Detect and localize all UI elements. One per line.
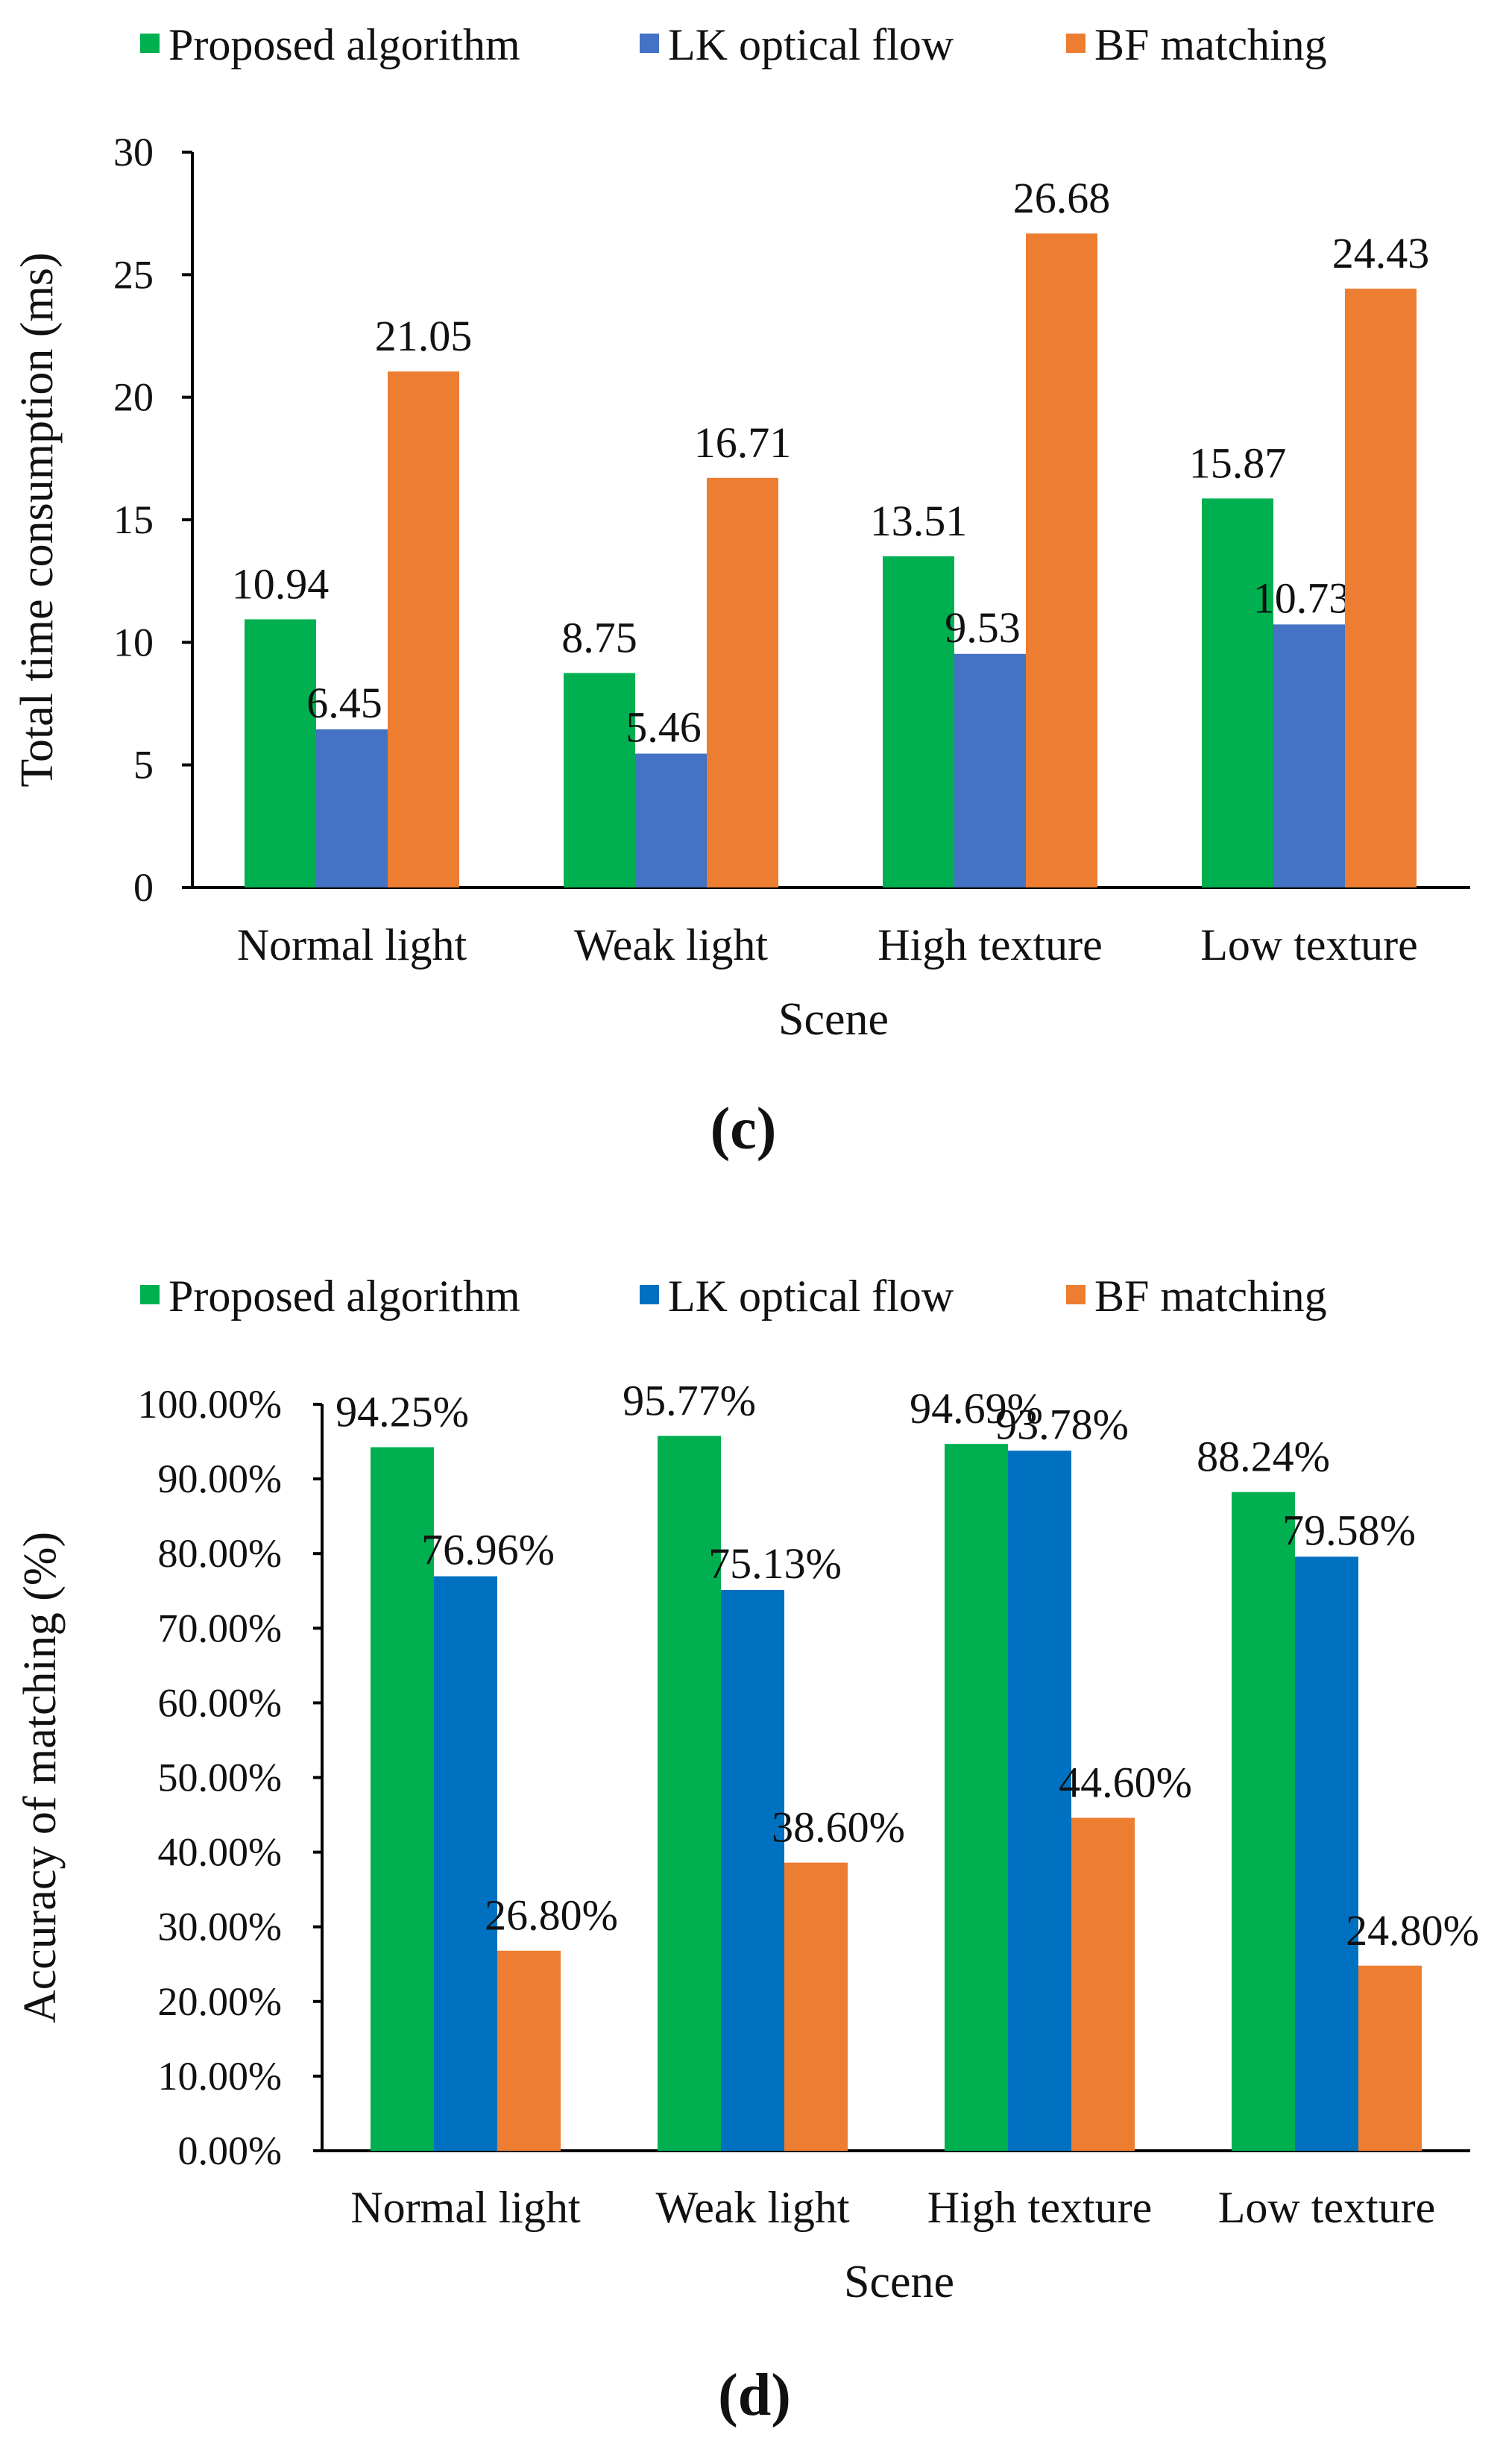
bar-lk <box>1008 1451 1071 2151</box>
y-tick-label: 60.00% <box>158 1680 282 1725</box>
bar-lk <box>721 1589 784 2151</box>
data-label-proposed: 94.69% <box>910 1384 1043 1433</box>
x-tick-label: High texture <box>927 2183 1153 2232</box>
y-tick-label: 30 <box>113 130 154 175</box>
bar-lk <box>954 653 1026 887</box>
bar-proposed <box>245 619 316 887</box>
legend-label-proposed: Proposed algorithm <box>168 1272 520 1321</box>
bar-bf <box>1026 233 1097 888</box>
bar-proposed <box>945 1444 1008 2151</box>
legend-swatch-lk <box>640 1285 659 1304</box>
y-tick-label: 15 <box>113 497 154 542</box>
y-tick-label: 50.00% <box>158 1756 282 1800</box>
legend-label-lk: LK optical flow <box>668 20 954 69</box>
bar-bf <box>784 1862 848 2151</box>
data-label-lk: 79.58% <box>1282 1506 1416 1554</box>
y-axis-title: Total time consumption (ms) <box>12 252 63 787</box>
bar-proposed <box>1232 1492 1295 2151</box>
y-axis-title: Accuracy of matching (%) <box>15 1532 66 2023</box>
x-tick-label: Weak light <box>655 2183 849 2232</box>
data-label-proposed: 88.24% <box>1197 1433 1330 1481</box>
y-tick-label: 30.00% <box>158 1905 282 1949</box>
chart-d: Proposed algorithm LK optical flow BF matc… <box>15 1272 1479 2428</box>
legend-swatch-lk <box>640 34 659 53</box>
y-tick-label: 20 <box>113 375 154 420</box>
data-label-lk: 9.53 <box>945 603 1021 652</box>
bar-bf <box>1071 1817 1135 2151</box>
x-tick-label: High texture <box>877 920 1103 969</box>
legend-label-proposed: Proposed algorithm <box>168 20 520 69</box>
data-label-bf: 38.60% <box>772 1803 905 1852</box>
bar-bf <box>497 1950 561 2151</box>
x-tick-label: Normal light <box>237 920 467 969</box>
data-label-proposed: 95.77% <box>623 1376 756 1424</box>
data-label-bf: 24.43 <box>1332 229 1430 277</box>
data-label-proposed: 94.25% <box>335 1388 469 1436</box>
data-label-proposed: 10.94 <box>232 559 330 608</box>
bar-lk <box>434 1576 497 2151</box>
bar-bf <box>388 371 459 887</box>
data-label-lk: 93.78% <box>995 1400 1129 1448</box>
bar-lk <box>316 729 388 887</box>
bar-proposed <box>658 1436 721 2151</box>
bar-lk <box>1273 624 1345 887</box>
y-tick-label: 25 <box>113 252 154 297</box>
panel-label: (d) <box>718 2363 791 2428</box>
bar-lk <box>1295 1556 1358 2151</box>
legend-label-lk: LK optical flow <box>668 1272 954 1321</box>
legend-label-bf: BF matching <box>1094 20 1327 69</box>
data-label-lk: 6.45 <box>306 679 382 727</box>
bar-proposed <box>564 673 635 887</box>
x-axis-title: Scene <box>778 994 889 1045</box>
y-tick-label: 5 <box>133 743 154 788</box>
panel-label: (c) <box>710 1096 777 1162</box>
y-tick-label: 20.00% <box>158 1979 282 2024</box>
legend-swatch-proposed <box>140 34 160 53</box>
data-label-lk: 75.13% <box>708 1539 842 1588</box>
y-tick-label: 10 <box>113 620 154 664</box>
data-label-bf: 26.80% <box>485 1891 618 1940</box>
chart-c: Proposed algorithm LK optical flow BF matc… <box>12 20 1470 1162</box>
y-tick-label: 0.00% <box>178 2128 282 2173</box>
x-tick-label: Normal light <box>350 2183 581 2232</box>
bar-proposed <box>883 556 954 887</box>
data-label-bf: 21.05 <box>375 312 473 360</box>
data-label-bf: 44.60% <box>1059 1759 1192 1807</box>
bar-bf <box>1358 1965 1422 2151</box>
data-label-proposed: 15.87 <box>1189 439 1287 487</box>
data-label-lk: 10.73 <box>1253 573 1351 622</box>
y-tick-label: 40.00% <box>158 1830 282 1875</box>
data-label-proposed: 13.51 <box>870 497 968 545</box>
legend-swatch-bf <box>1066 34 1086 53</box>
bar-lk <box>635 753 707 887</box>
legend: Proposed algorithm LK optical flow BF matc… <box>140 1272 1327 1321</box>
data-label-lk: 5.46 <box>626 703 702 752</box>
y-tick-label: 70.00% <box>158 1606 282 1650</box>
y-tick-label: 10.00% <box>158 2054 282 2099</box>
bar-proposed <box>371 1447 434 2151</box>
bar-proposed <box>1202 498 1273 887</box>
y-tick-label: 0 <box>133 865 154 910</box>
data-label-bf: 24.80% <box>1346 1906 1479 1955</box>
x-axis-title: Scene <box>844 2257 954 2307</box>
x-tick-label: Weak light <box>574 920 768 969</box>
data-label-bf: 16.71 <box>694 418 792 467</box>
legend-swatch-bf <box>1066 1285 1086 1304</box>
bar-bf <box>707 477 778 887</box>
bar-bf <box>1345 289 1417 887</box>
data-label-bf: 26.68 <box>1013 174 1111 222</box>
y-tick-label: 80.00% <box>158 1531 282 1576</box>
y-tick-label: 100.00% <box>138 1382 282 1427</box>
data-label-lk: 76.96% <box>421 1526 555 1574</box>
data-label-proposed: 8.75 <box>561 613 637 661</box>
y-tick-label: 90.00% <box>158 1456 282 1501</box>
x-tick-label: Low texture <box>1200 920 1418 969</box>
x-tick-label: Low texture <box>1218 2183 1436 2232</box>
legend-label-bf: BF matching <box>1094 1272 1327 1321</box>
legend: Proposed algorithm LK optical flow BF matc… <box>140 20 1327 69</box>
legend-swatch-proposed <box>140 1285 160 1304</box>
